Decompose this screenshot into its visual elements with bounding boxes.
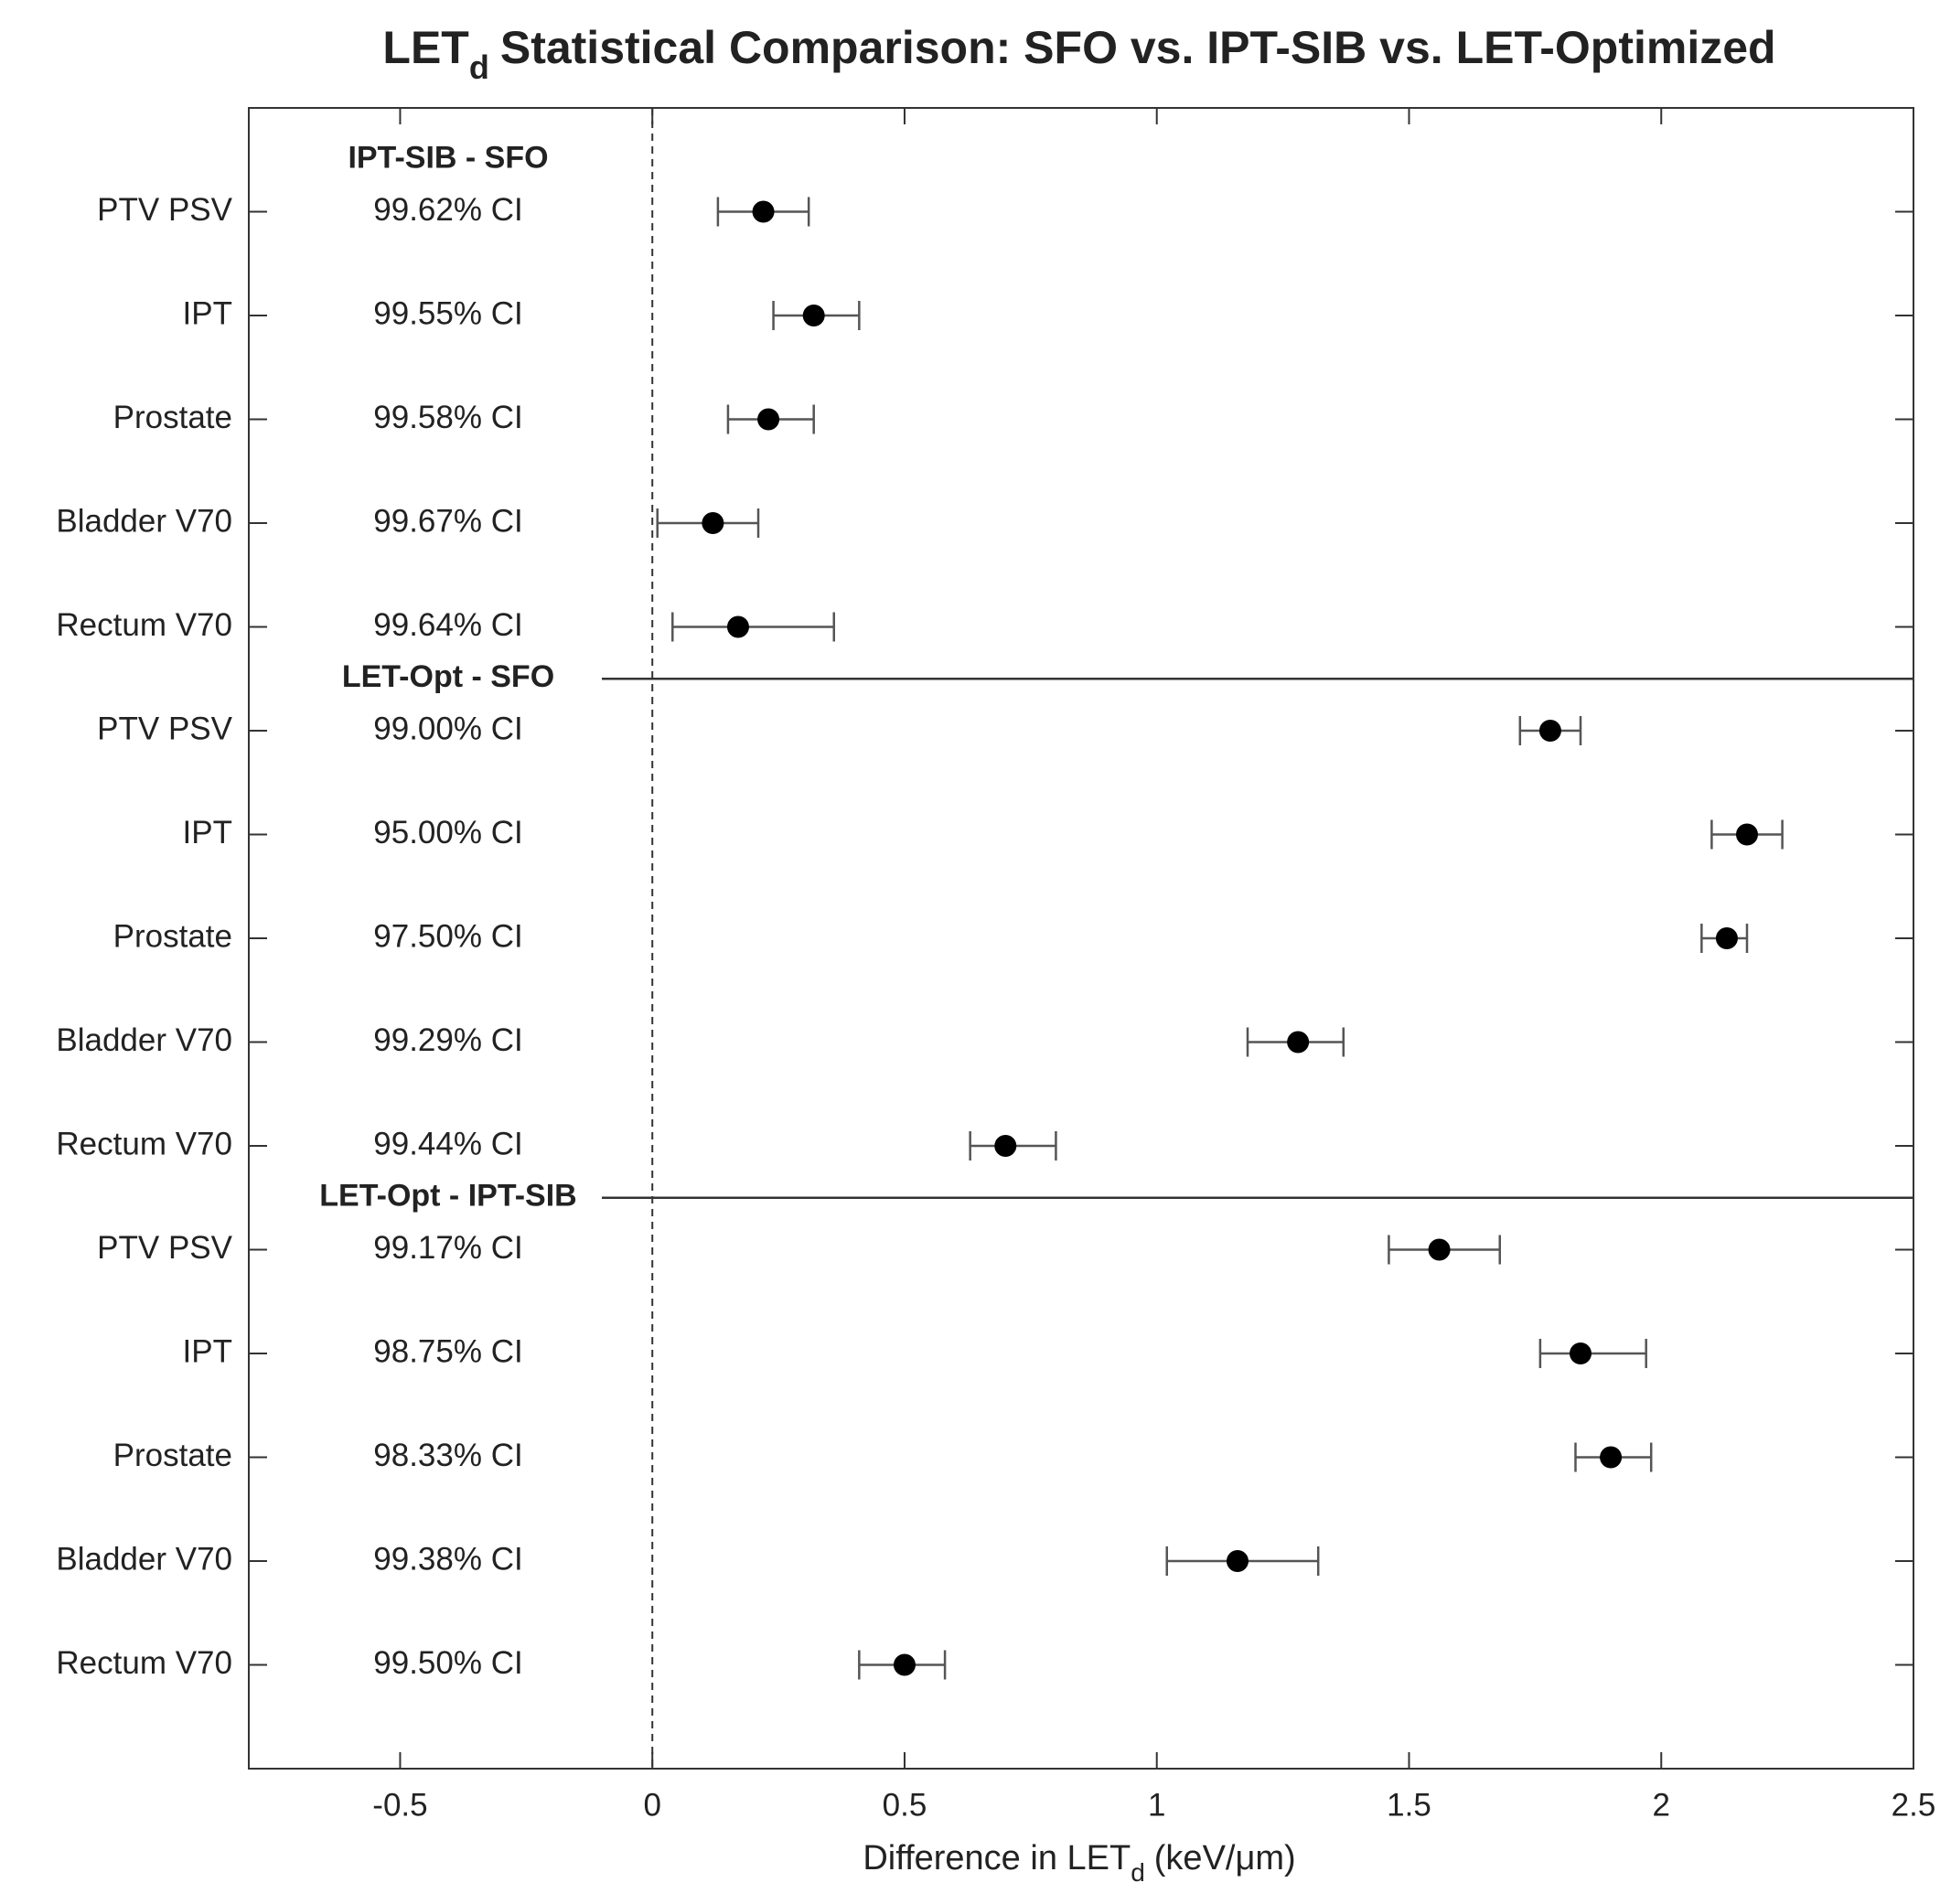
y-tick-label: IPT bbox=[183, 1333, 232, 1369]
ci-label: 98.75% CI bbox=[373, 1333, 522, 1369]
x-tick-label: -0.5 bbox=[372, 1787, 427, 1823]
y-tick-label: Bladder V70 bbox=[56, 503, 232, 539]
y-tick-label: Prostate bbox=[113, 918, 232, 954]
y-tick-label: Bladder V70 bbox=[56, 1022, 232, 1058]
point-estimate bbox=[893, 1653, 916, 1676]
point-estimate bbox=[1538, 720, 1561, 742]
y-tick-label: Rectum V70 bbox=[56, 1645, 232, 1681]
point-estimate bbox=[994, 1135, 1017, 1157]
y-tick-label: PTV PSV bbox=[97, 1230, 232, 1266]
x-label-part: (keV/μm) bbox=[1154, 1839, 1296, 1877]
y-tick-label: PTV PSV bbox=[97, 192, 232, 228]
y-tick-label: Bladder V70 bbox=[56, 1541, 232, 1577]
y-tick-label: IPT bbox=[183, 295, 232, 331]
ci-label: 99.64% CI bbox=[373, 607, 522, 643]
ci-label: 99.44% CI bbox=[373, 1126, 522, 1161]
point-estimate bbox=[1226, 1550, 1249, 1572]
x-tick-label: 1 bbox=[1148, 1787, 1165, 1823]
point-estimate bbox=[726, 615, 749, 638]
title-part: LET bbox=[382, 22, 468, 73]
y-tick-label: IPT bbox=[183, 815, 232, 850]
ci-label: 97.50% CI bbox=[373, 918, 522, 954]
y-tick-label: Rectum V70 bbox=[56, 607, 232, 643]
point-estimate bbox=[1715, 927, 1738, 949]
point-estimate bbox=[1287, 1031, 1310, 1054]
group-header: LET-Opt - SFO bbox=[342, 659, 554, 694]
title-part: Statistical Comparison: SFO vs. IPT-SIB … bbox=[500, 22, 1776, 73]
y-tick-label: Rectum V70 bbox=[56, 1126, 232, 1161]
ci-label: 99.17% CI bbox=[373, 1230, 522, 1266]
ci-label: 98.33% CI bbox=[373, 1438, 522, 1473]
point-estimate bbox=[1600, 1446, 1623, 1469]
ci-label: 95.00% CI bbox=[373, 815, 522, 850]
x-tick-label: 1.5 bbox=[1387, 1787, 1431, 1823]
x-tick-label: 2.5 bbox=[1892, 1787, 1936, 1823]
point-estimate bbox=[1736, 823, 1758, 846]
point-estimate bbox=[1570, 1342, 1592, 1364]
group-header: LET-Opt - IPT-SIB bbox=[319, 1179, 576, 1214]
ci-label: 99.38% CI bbox=[373, 1541, 522, 1577]
x-label-part: Difference in LET bbox=[863, 1839, 1131, 1877]
group-header: IPT-SIB - SFO bbox=[348, 141, 548, 176]
x-axis-label: Difference in LETd (keV/μm) bbox=[863, 1839, 1295, 1887]
chart-title: LETd Statistical Comparison: SFO vs. IPT-… bbox=[382, 22, 1775, 85]
ci-label: 99.58% CI bbox=[373, 400, 522, 435]
x-tick-label: 0.5 bbox=[883, 1787, 927, 1823]
y-tick-label: Prostate bbox=[113, 400, 232, 435]
ci-label: 99.50% CI bbox=[373, 1645, 522, 1681]
point-estimate bbox=[802, 305, 825, 326]
ci-label: 99.55% CI bbox=[373, 295, 522, 331]
point-estimate bbox=[752, 200, 775, 223]
y-tick-label: PTV PSV bbox=[97, 711, 232, 746]
point-estimate bbox=[757, 408, 780, 431]
y-tick-label: Prostate bbox=[113, 1438, 232, 1473]
x-tick-label: 2 bbox=[1653, 1787, 1670, 1823]
x-tick-label: 0 bbox=[643, 1787, 660, 1823]
point-estimate bbox=[1428, 1238, 1451, 1261]
x-label-subscript: d bbox=[1131, 1858, 1145, 1887]
title-subscript: d bbox=[469, 48, 489, 86]
ci-label: 99.29% CI bbox=[373, 1022, 522, 1058]
ci-label: 99.00% CI bbox=[373, 711, 522, 746]
ci-label: 99.67% CI bbox=[373, 503, 522, 539]
ci-label: 99.62% CI bbox=[373, 192, 522, 228]
point-estimate bbox=[702, 512, 724, 534]
